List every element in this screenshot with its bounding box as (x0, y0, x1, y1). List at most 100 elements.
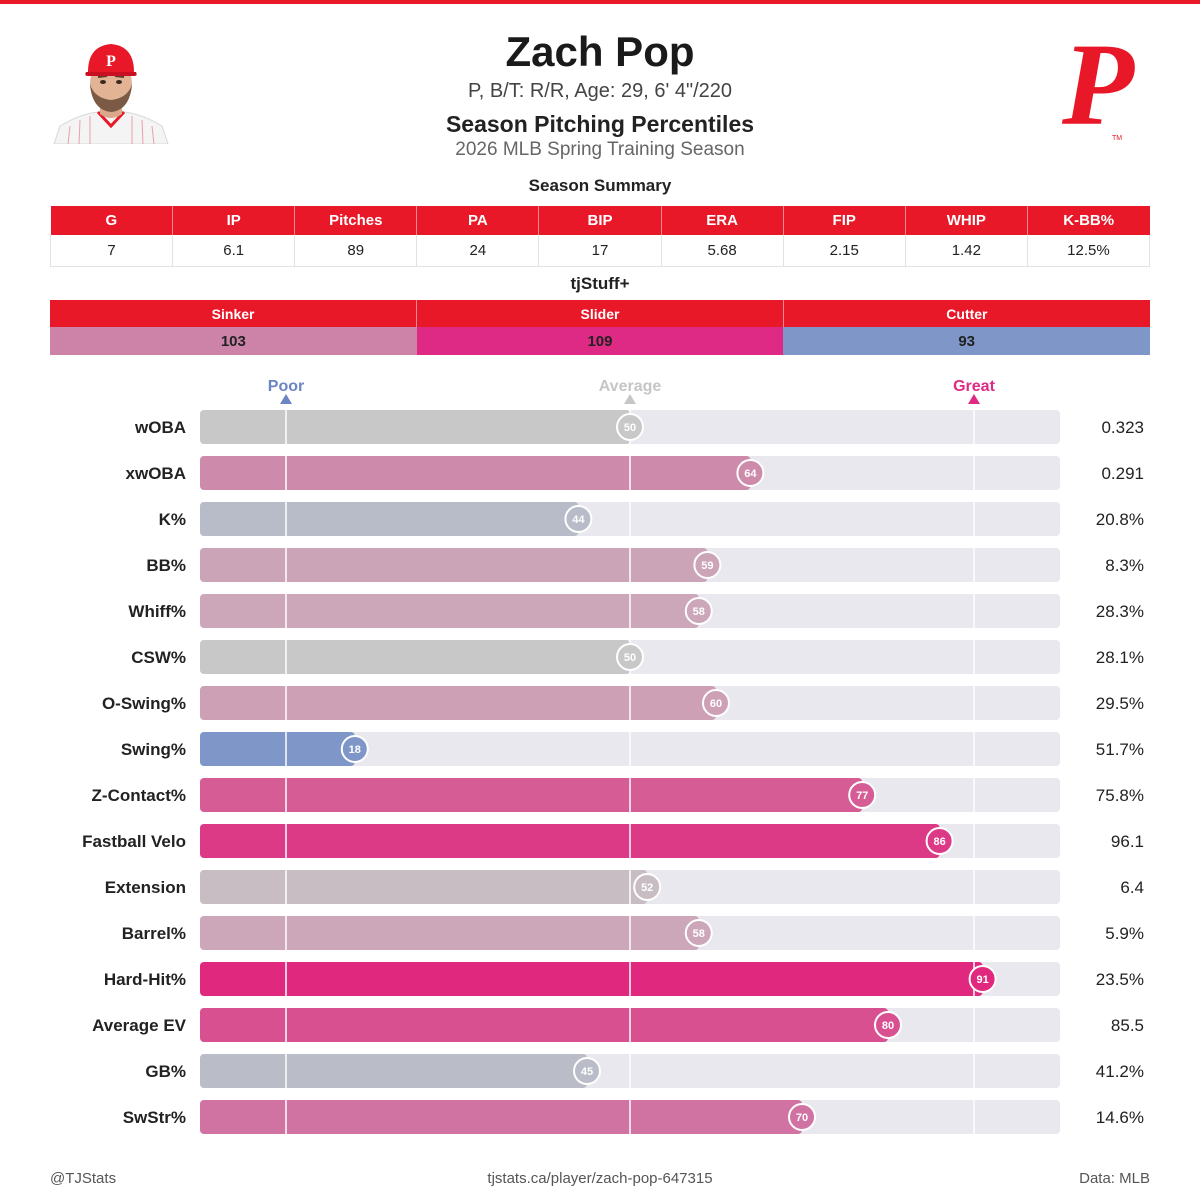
percentile-bubble (702, 689, 730, 717)
percentile-bar (200, 410, 630, 444)
season-label: 2026 MLB Spring Training Season (455, 139, 745, 160)
metric-label: Fastball Velo (82, 832, 186, 851)
percentile-label: 45 (581, 1066, 593, 1078)
percentile-bar (200, 640, 630, 674)
summary-cell: 5.68 (660, 235, 784, 267)
percentile-label: 58 (693, 606, 705, 618)
percentile-bar-chart: Poor Average Great wOBA 50 0.323 xwOBA 64 0.291 K… (82, 378, 1144, 1134)
percentile-bar (200, 824, 940, 858)
pitch-stuff-value: 93 (783, 327, 1150, 355)
percentile-bar (200, 732, 355, 766)
metric-value: 20.8% (1096, 510, 1144, 529)
metric-label: Barrel% (122, 924, 186, 943)
percentile-label: 44 (572, 514, 585, 526)
metric-value: 85.5 (1111, 1016, 1144, 1035)
metric-label: Hard-Hit% (104, 970, 186, 989)
percentile-label: 86 (933, 836, 945, 848)
svg-text:P: P (106, 53, 116, 70)
metric-value: 0.291 (1101, 464, 1144, 483)
metric-value: 5.9% (1105, 924, 1144, 943)
metric-label: SwStr% (123, 1108, 186, 1127)
metric-value: 0.323 (1101, 418, 1144, 437)
tjstuff-value-row: 103 109 93 (50, 327, 1150, 355)
player-bio: P, B/T: R/R, Age: 29, 6' 4"/220 (467, 80, 733, 102)
percentile-label: 18 (349, 744, 361, 756)
percentile-bar (200, 548, 708, 582)
metric-label: Average EV (92, 1016, 187, 1035)
percentile-label: 60 (710, 698, 722, 710)
percentile-bar (200, 686, 716, 720)
logo-letter: P (1061, 24, 1135, 144)
footer-url: tjstats.ca/player/zach-pop-647315 (487, 1170, 713, 1187)
percentile-bubble (684, 919, 713, 947)
player-name: Zach Pop (505, 28, 695, 75)
pitch-name-header: Slider (416, 300, 784, 327)
tjstuff-header-row: Sinker Slider Cutter (50, 300, 1150, 327)
reference-label-average: Average (599, 378, 662, 395)
summary-cell: 7 (49, 235, 174, 267)
season-summary-table: G IP Pitches PA BIP ERA FIP WHIP K-BB% 7… (49, 206, 1151, 267)
percentile-bar (200, 778, 863, 812)
summary-cell: 6.1 (172, 235, 296, 267)
metric-value: 14.6% (1096, 1108, 1144, 1127)
summary-col-header: ERA (661, 206, 784, 235)
percentile-bubble (340, 735, 369, 763)
metric-label: Swing% (121, 740, 186, 759)
footer-source: Data: MLB (1079, 1170, 1150, 1187)
percentile-bubble (693, 551, 722, 579)
percentile-bubble (616, 643, 644, 671)
metric-value: 23.5% (1096, 970, 1144, 989)
pitch-stuff-value: 103 (50, 327, 417, 355)
summary-col-header: BIP (538, 206, 662, 235)
reference-marker-icon (280, 394, 292, 404)
percentile-bubble (788, 1103, 816, 1131)
reference-label-great: Great (953, 378, 995, 395)
metric-value: 41.2% (1096, 1062, 1144, 1081)
phillies-logo: P TM (1052, 19, 1152, 150)
metric-label: Z-Contact% (92, 786, 186, 805)
percentile-label: 58 (693, 928, 705, 940)
metric-label: K% (159, 510, 186, 529)
percentile-label: 59 (701, 560, 713, 572)
percentile-label: 77 (856, 790, 868, 802)
percentile-label: 70 (796, 1112, 808, 1124)
summary-col-header: G (50, 206, 174, 235)
summary-col-header: K-BB% (1027, 206, 1150, 235)
summary-cell: 1.42 (904, 235, 1028, 267)
summary-cell: 17 (538, 235, 662, 267)
percentile-label: 91 (976, 974, 988, 986)
percentile-bubble (633, 873, 662, 901)
chart-subtitle: Season Pitching Percentiles (445, 111, 755, 137)
summary-col-header: PA (416, 206, 540, 235)
pitch-stuff-value: 109 (416, 327, 784, 355)
percentile-bar (200, 456, 751, 490)
season-summary-title: Season Summary (528, 176, 672, 195)
percentile-bar (200, 870, 648, 904)
percentile-bubble (616, 413, 644, 441)
metric-label: GB% (145, 1062, 186, 1081)
metric-label: O-Swing% (102, 694, 186, 713)
percentile-bar (200, 1100, 802, 1134)
metric-value: 51.7% (1096, 740, 1144, 759)
percentile-bubble (684, 597, 713, 625)
summary-col-header: Pitches (294, 206, 418, 235)
pitch-name-header: Cutter (783, 300, 1150, 327)
percentile-bubble (564, 505, 593, 533)
metric-value: 8.3% (1105, 556, 1144, 575)
reference-marker-icon (968, 394, 980, 404)
percentile-label: 52 (641, 882, 653, 894)
percentile-label: 80 (882, 1020, 894, 1032)
metric-value: 29.5% (1096, 694, 1144, 713)
reference-marker-icon (624, 394, 636, 404)
percentile-bubble (573, 1057, 601, 1085)
metric-label: wOBA (134, 418, 186, 437)
percentile-bubble (848, 781, 877, 809)
percentile-bar (200, 1054, 587, 1088)
percentile-bar (200, 962, 983, 996)
metric-label: CSW% (131, 648, 186, 667)
metric-label: xwOBA (126, 464, 186, 483)
metric-value: 75.8% (1096, 786, 1144, 805)
summary-cell: 89 (294, 235, 418, 267)
metric-value: 28.1% (1096, 648, 1144, 667)
metric-label: BB% (146, 556, 186, 575)
